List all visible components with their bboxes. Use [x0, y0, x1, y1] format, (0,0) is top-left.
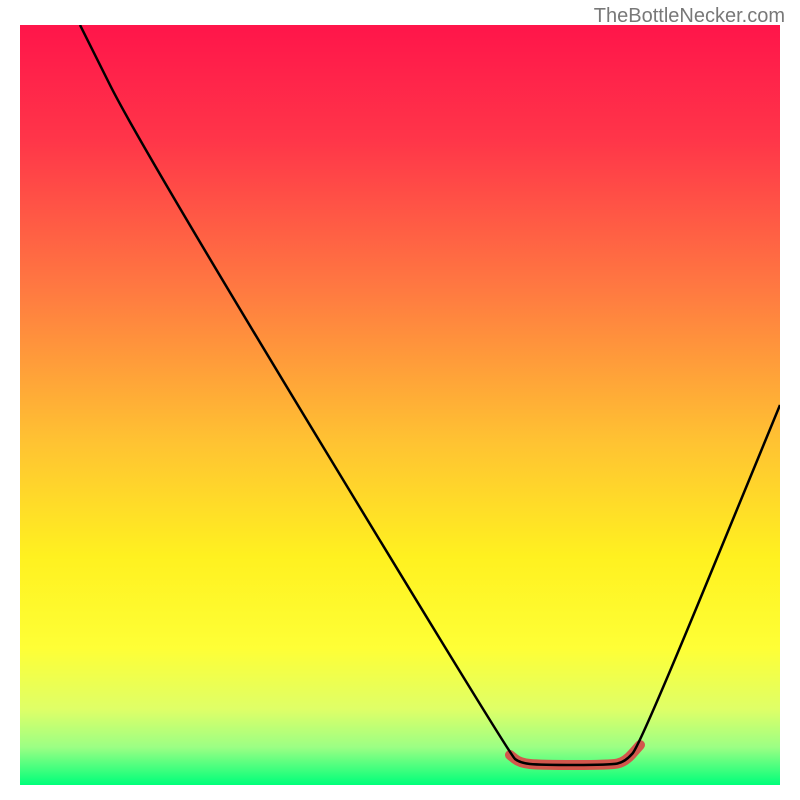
gradient-background: [20, 25, 780, 785]
chart-svg: [20, 25, 780, 785]
chart-container: TheBottleNecker.com: [0, 0, 800, 800]
chart-area: [20, 25, 780, 785]
watermark-text: TheBottleNecker.com: [594, 5, 785, 28]
